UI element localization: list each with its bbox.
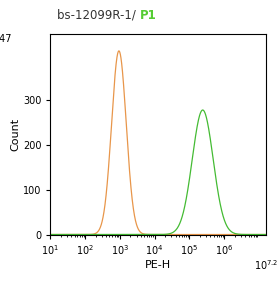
Text: $10^{7.2}$: $10^{7.2}$ xyxy=(254,259,278,272)
Text: bs-12099R-1/: bs-12099R-1/ xyxy=(57,9,140,21)
Y-axis label: Count: Count xyxy=(10,118,20,151)
Text: P1: P1 xyxy=(140,9,157,21)
X-axis label: PE-H: PE-H xyxy=(145,260,171,270)
Text: 447: 447 xyxy=(0,34,11,44)
